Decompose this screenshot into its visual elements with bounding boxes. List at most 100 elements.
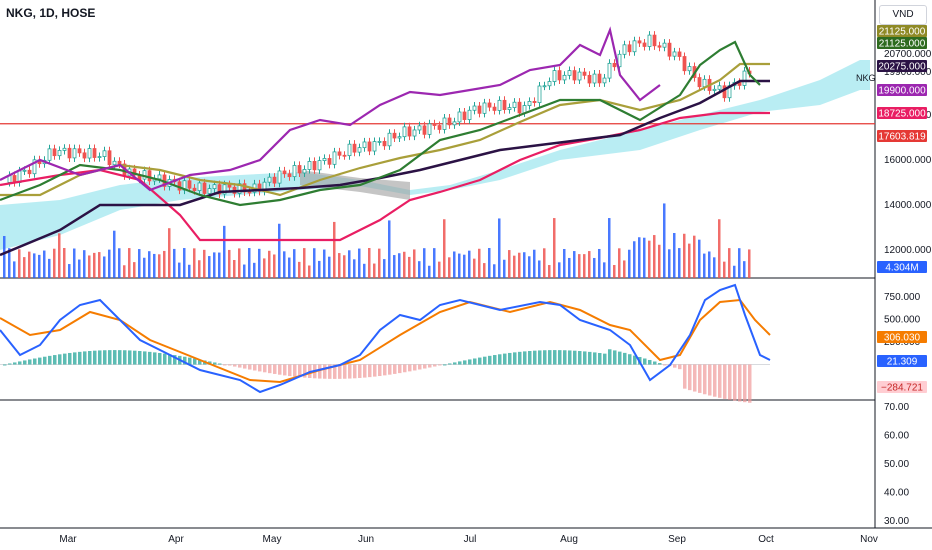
macd-histogram-bar xyxy=(53,355,57,365)
macd-histogram-bar xyxy=(393,364,397,374)
candle-body xyxy=(562,74,567,81)
macd-histogram-bar xyxy=(383,364,387,376)
volume-bar xyxy=(398,253,401,278)
candle-body xyxy=(742,70,747,86)
volume-bar xyxy=(598,248,601,278)
macd-histogram-bar xyxy=(508,352,512,365)
volume-bar xyxy=(243,264,246,278)
macd-histogram-bar xyxy=(358,364,362,378)
macd-histogram-bar xyxy=(708,364,712,396)
macd-histogram-bar xyxy=(713,364,717,397)
volume-bar xyxy=(433,248,436,278)
macd-histogram-bar xyxy=(8,363,12,365)
macd-histogram-bar xyxy=(173,355,177,365)
macd-histogram-bar xyxy=(568,350,572,365)
macd-histogram-bar xyxy=(223,364,227,366)
candle-body xyxy=(597,73,602,84)
macd-histogram-bar xyxy=(698,364,702,393)
currency-selector[interactable]: VND xyxy=(879,5,927,25)
candle-body xyxy=(682,56,687,72)
macd-histogram-bar xyxy=(543,350,547,365)
macd-histogram-bar xyxy=(108,350,112,365)
volume-bar xyxy=(663,203,666,278)
candle-body xyxy=(282,170,287,175)
candle-body xyxy=(552,70,557,82)
volume-bar xyxy=(388,220,391,278)
macd-histogram-bar xyxy=(563,350,567,365)
price-tick-label: 20700.000 xyxy=(884,49,932,60)
candle-body xyxy=(652,34,657,47)
volume-bar xyxy=(278,223,281,278)
volume-bar xyxy=(608,218,611,278)
macd-histogram-bar xyxy=(418,364,422,370)
price-tick-label: 14000.000 xyxy=(884,200,932,211)
candle-body xyxy=(507,107,512,110)
candle-body xyxy=(77,148,82,154)
candle-body xyxy=(667,42,672,57)
macd-histogram-bar xyxy=(733,364,737,401)
macd-histogram-bar xyxy=(628,354,632,365)
macd-badge xyxy=(877,381,927,393)
macd-histogram-bar xyxy=(348,364,352,379)
price-badge-label: 21125.000 xyxy=(879,27,926,38)
volume-bar xyxy=(328,256,331,278)
macd-histogram-bar xyxy=(403,364,407,373)
macd-histogram-bar xyxy=(123,350,127,365)
macd-histogram-bar xyxy=(318,364,322,379)
macd-histogram-bar xyxy=(743,364,747,403)
volume-bar xyxy=(108,249,111,278)
candle-body xyxy=(517,101,522,114)
volume-bar xyxy=(13,261,16,278)
volume-bar xyxy=(318,260,321,278)
volume-bar xyxy=(683,233,686,278)
macd-histogram-bar xyxy=(213,362,217,365)
macd-histogram-bar xyxy=(653,361,657,365)
volume-bar xyxy=(403,251,406,278)
candle-body xyxy=(642,42,647,47)
volume-bar xyxy=(468,250,471,278)
macd-histogram-bar xyxy=(483,356,487,365)
candle-body xyxy=(527,101,532,106)
candle-body xyxy=(497,99,502,111)
candle-body xyxy=(132,168,137,176)
macd-histogram-bar xyxy=(353,364,357,379)
candle-body xyxy=(547,81,552,87)
volume-bar xyxy=(583,254,586,278)
volume-bar xyxy=(563,248,566,278)
candle-body xyxy=(302,169,307,174)
candle-body xyxy=(317,160,322,171)
macd-histogram-bar xyxy=(273,364,277,374)
macd-histogram-bar xyxy=(468,359,472,365)
macd-histogram-bar xyxy=(523,351,527,365)
macd-histogram-bar xyxy=(728,364,732,400)
candle-body xyxy=(432,123,437,126)
candle-body xyxy=(367,141,372,152)
macd-tick-label: 750.000 xyxy=(884,292,921,303)
candle-body xyxy=(452,121,457,126)
candle-body xyxy=(32,159,37,175)
macd-badge-label: 21.309 xyxy=(887,357,918,368)
volume-bar xyxy=(98,252,101,278)
candle-body xyxy=(582,71,587,76)
macd-histogram-bar xyxy=(368,364,372,378)
volume-bar xyxy=(688,243,691,278)
candle-body xyxy=(617,53,622,68)
volume-bar xyxy=(78,259,81,278)
candle-body xyxy=(537,85,542,104)
volume-bar xyxy=(3,236,6,278)
candle-body xyxy=(292,165,297,178)
volume-bar xyxy=(158,254,161,278)
time-axis-label: Aug xyxy=(560,534,578,545)
macd-histogram-bar xyxy=(323,364,327,379)
macd-histogram-bar xyxy=(663,364,667,366)
macd-badge xyxy=(877,355,927,367)
candle-body xyxy=(57,150,62,157)
macd-histogram-bar xyxy=(343,364,347,379)
macd-histogram-bar xyxy=(73,352,77,365)
macd-histogram-bar xyxy=(128,350,132,365)
candle-body xyxy=(62,147,67,151)
macd-histogram-bar xyxy=(233,364,237,367)
volume-bar xyxy=(283,251,286,278)
volume-bar xyxy=(18,249,21,278)
